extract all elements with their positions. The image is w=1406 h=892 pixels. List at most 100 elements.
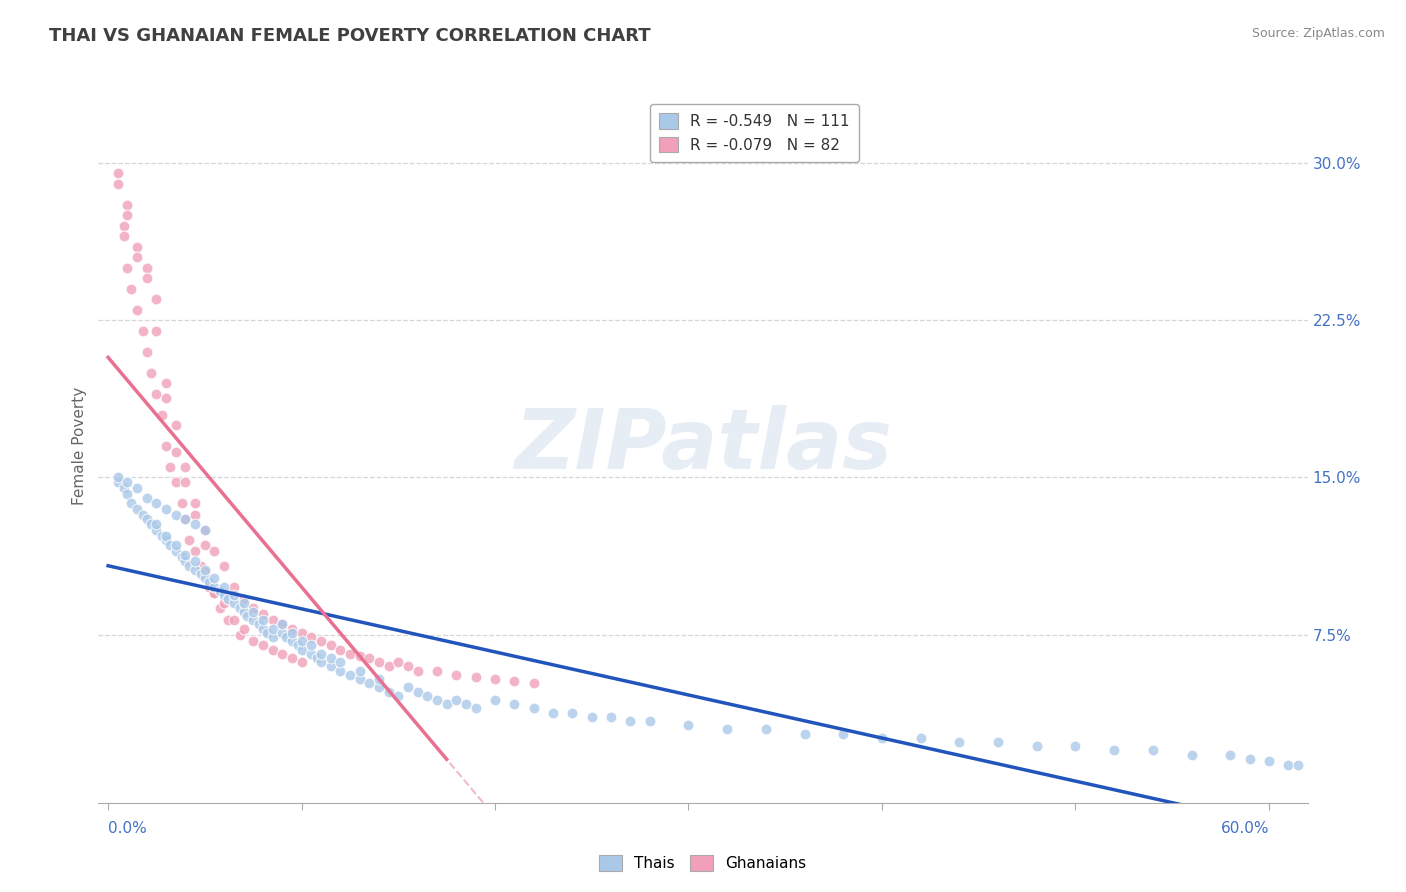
- Point: [252, 639, 274, 653]
- Point: [145, 386, 167, 401]
- Point: [1025, 739, 1047, 753]
- Point: [127, 239, 149, 253]
- Point: [242, 600, 264, 615]
- Point: [194, 565, 217, 579]
- Point: [503, 697, 526, 711]
- Point: [145, 292, 167, 306]
- Point: [287, 639, 309, 653]
- Point: [523, 701, 546, 715]
- Point: [446, 693, 468, 707]
- Point: [165, 417, 187, 432]
- Point: [232, 596, 254, 610]
- Point: [204, 586, 226, 600]
- Point: [194, 523, 217, 537]
- Point: [117, 208, 139, 222]
- Point: [155, 376, 177, 390]
- Point: [329, 655, 352, 669]
- Point: [174, 512, 197, 526]
- Point: [179, 533, 201, 548]
- Point: [194, 523, 217, 537]
- Point: [329, 664, 352, 678]
- Text: 0.0%: 0.0%: [108, 821, 146, 836]
- Point: [242, 634, 264, 648]
- Text: Source: ZipAtlas.com: Source: ZipAtlas.com: [1251, 27, 1385, 40]
- Point: [368, 655, 391, 669]
- Point: [112, 229, 135, 244]
- Point: [209, 600, 232, 615]
- Point: [1219, 747, 1241, 762]
- Point: [299, 639, 322, 653]
- Point: [155, 391, 177, 405]
- Point: [793, 726, 815, 740]
- Point: [349, 648, 371, 663]
- Point: [387, 655, 409, 669]
- Point: [454, 697, 477, 711]
- Point: [271, 647, 294, 661]
- Point: [222, 588, 245, 602]
- Point: [910, 731, 932, 745]
- Point: [204, 586, 226, 600]
- Point: [242, 605, 264, 619]
- Point: [204, 571, 226, 585]
- Point: [112, 219, 135, 233]
- Point: [174, 460, 197, 475]
- Point: [349, 664, 371, 678]
- Point: [281, 634, 304, 648]
- Point: [716, 723, 738, 737]
- Point: [1277, 758, 1299, 772]
- Point: [252, 622, 274, 636]
- Text: 60.0%: 60.0%: [1220, 821, 1268, 836]
- Point: [159, 538, 181, 552]
- Point: [145, 496, 167, 510]
- Point: [165, 508, 187, 523]
- Point: [194, 571, 217, 585]
- Text: ZIPatlas: ZIPatlas: [515, 406, 891, 486]
- Point: [139, 516, 162, 531]
- Point: [870, 731, 893, 745]
- Point: [262, 630, 284, 644]
- Point: [117, 260, 139, 275]
- Point: [204, 580, 226, 594]
- Point: [232, 622, 254, 636]
- Point: [638, 714, 661, 728]
- Point: [319, 639, 342, 653]
- Point: [170, 550, 193, 565]
- Point: [339, 647, 361, 661]
- Point: [165, 544, 187, 558]
- Point: [155, 533, 177, 548]
- Point: [107, 166, 129, 180]
- Point: [228, 600, 250, 615]
- Point: [309, 647, 332, 661]
- Point: [247, 617, 270, 632]
- Point: [145, 516, 167, 531]
- Point: [212, 588, 235, 602]
- Point: [155, 502, 177, 516]
- Point: [139, 366, 162, 380]
- Point: [368, 672, 391, 686]
- Point: [107, 470, 129, 484]
- Point: [127, 481, 149, 495]
- Point: [127, 250, 149, 264]
- Point: [107, 475, 129, 489]
- Point: [299, 630, 322, 644]
- Point: [217, 613, 239, 627]
- Point: [184, 563, 207, 577]
- Point: [271, 625, 294, 640]
- Point: [377, 659, 399, 673]
- Point: [127, 502, 149, 516]
- Point: [145, 324, 167, 338]
- Legend: R = -0.549   N = 111, R = -0.079   N = 82: R = -0.549 N = 111, R = -0.079 N = 82: [650, 104, 859, 162]
- Point: [359, 676, 381, 690]
- Point: [832, 726, 855, 740]
- Point: [262, 642, 284, 657]
- Point: [396, 659, 419, 673]
- Point: [135, 344, 157, 359]
- Point: [368, 681, 391, 695]
- Point: [165, 475, 187, 489]
- Point: [1180, 747, 1202, 762]
- Point: [309, 634, 332, 648]
- Y-axis label: Female Poverty: Female Poverty: [72, 387, 87, 505]
- Point: [159, 460, 181, 475]
- Point: [252, 607, 274, 621]
- Point: [678, 718, 700, 732]
